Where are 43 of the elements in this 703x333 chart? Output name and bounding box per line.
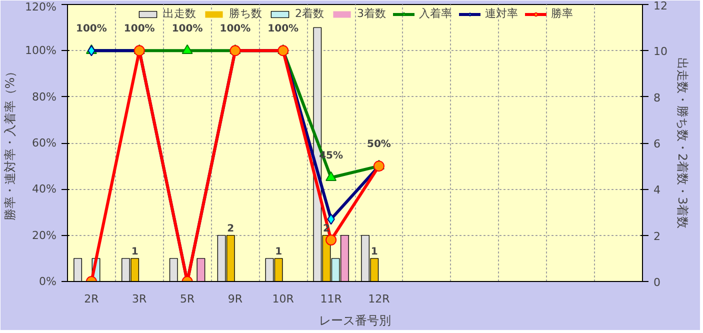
x-tick-label: 2R: [84, 292, 100, 306]
legend-label: 出走数: [163, 6, 196, 21]
legend-label: 勝ち数: [229, 6, 262, 21]
y2-tick-label: 10: [654, 45, 668, 58]
x-axis-title: レース番号別: [319, 314, 391, 328]
data-label: 50%: [366, 139, 391, 150]
point: [326, 171, 337, 182]
x-tick-label: 5R: [180, 292, 195, 306]
y-tick-label: 20%: [32, 228, 57, 242]
y2-tick-label: 2: [654, 230, 660, 243]
y2-tick-label: 6: [654, 138, 660, 150]
y2-tick-label: 8: [654, 91, 660, 104]
y-axis-title: 勝率・連対率・入着率（%）: [3, 65, 18, 221]
legend-label: 2着数: [295, 6, 324, 21]
y2-tick-label: 4: [654, 184, 660, 197]
data-label: 1: [275, 246, 282, 258]
legend-label: 入着率: [419, 6, 452, 21]
y-tick-label: 100%: [25, 44, 57, 58]
x-tick-label: 3R: [132, 292, 148, 306]
data-label: 100%: [76, 24, 107, 35]
y2-tick-label: 0: [654, 276, 660, 289]
x-tick-label: 11R: [320, 292, 342, 306]
x-tick-label: 9R: [228, 292, 243, 306]
legend-label: 連対率: [485, 6, 518, 21]
x-tick-label: 10R: [272, 292, 294, 306]
legend-label: 3着数: [357, 6, 386, 21]
data-label: 100%: [220, 24, 251, 35]
y-tick-label: 40%: [32, 182, 57, 196]
y-tick-label: 60%: [32, 136, 57, 150]
y-tick-label: 80%: [32, 90, 57, 104]
y-tick-label: 120%: [25, 0, 57, 14]
data-label: 100%: [268, 24, 299, 35]
y2-tick-label: 12: [654, 0, 668, 12]
data-label: 1: [131, 246, 138, 258]
x-tick-label: 12R: [368, 292, 390, 306]
legend-label: 勝率: [551, 6, 573, 21]
point: [182, 44, 193, 54]
data-label: 1: [370, 246, 378, 258]
data-label: 100%: [172, 24, 203, 35]
y-tick-label: 0%: [39, 275, 56, 288]
y2-axis-title: 出走数・勝ち数・2着数・3着数: [675, 57, 690, 229]
data-label: 100%: [124, 24, 155, 35]
data-label: 2: [227, 223, 234, 234]
